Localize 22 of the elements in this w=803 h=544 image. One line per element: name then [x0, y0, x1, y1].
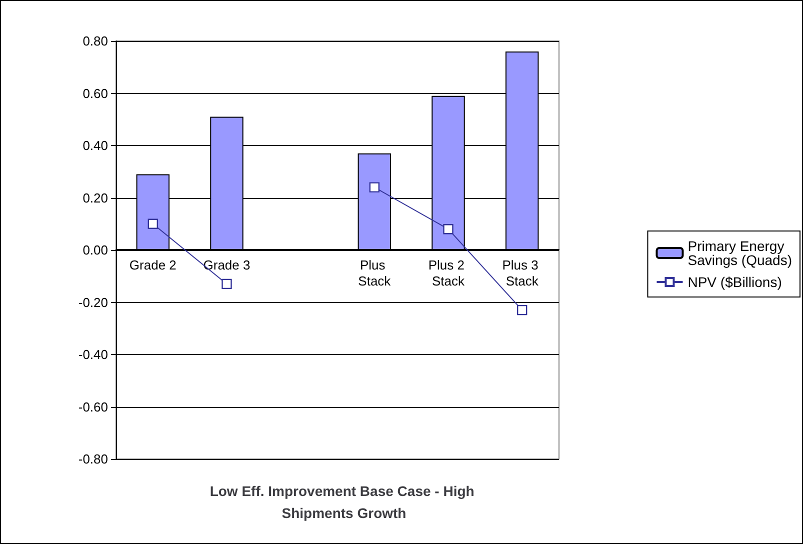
- x-tick-label: Plus 3 Stack: [502, 258, 542, 288]
- point: [443, 224, 454, 234]
- y-tick-label: -0.80: [78, 452, 108, 466]
- point: [369, 182, 380, 192]
- x-tick-label: Plus 2 Stack: [428, 258, 468, 288]
- legend-label: NPV ($Billions): [688, 274, 782, 290]
- y-tick-label: 0.80: [82, 34, 108, 48]
- point: [148, 218, 158, 229]
- y-tick-label: 0.40: [82, 138, 108, 153]
- y-tick-label: 0.20: [82, 190, 108, 206]
- point: [222, 278, 232, 290]
- y-tick-label: -0.40: [78, 347, 108, 362]
- y-tick-label: -0.20: [78, 294, 108, 310]
- x-tick-label: Plus Stack: [358, 258, 392, 288]
- y-tick-label: 0.00: [82, 242, 108, 258]
- text: Low Eff. Improvement Base Case - High Shipments Growth: [210, 483, 478, 521]
- y-tick-label: -0.60: [78, 399, 108, 414]
- legend-label: Primary Energy Savings (Quads): [688, 238, 792, 268]
- y-tick-label: 0.60: [82, 86, 108, 101]
- x-tick-label: Grade 2: [129, 258, 176, 272]
- x-tick-label: Grade 3: [203, 258, 250, 272]
- point: [516, 304, 528, 316]
